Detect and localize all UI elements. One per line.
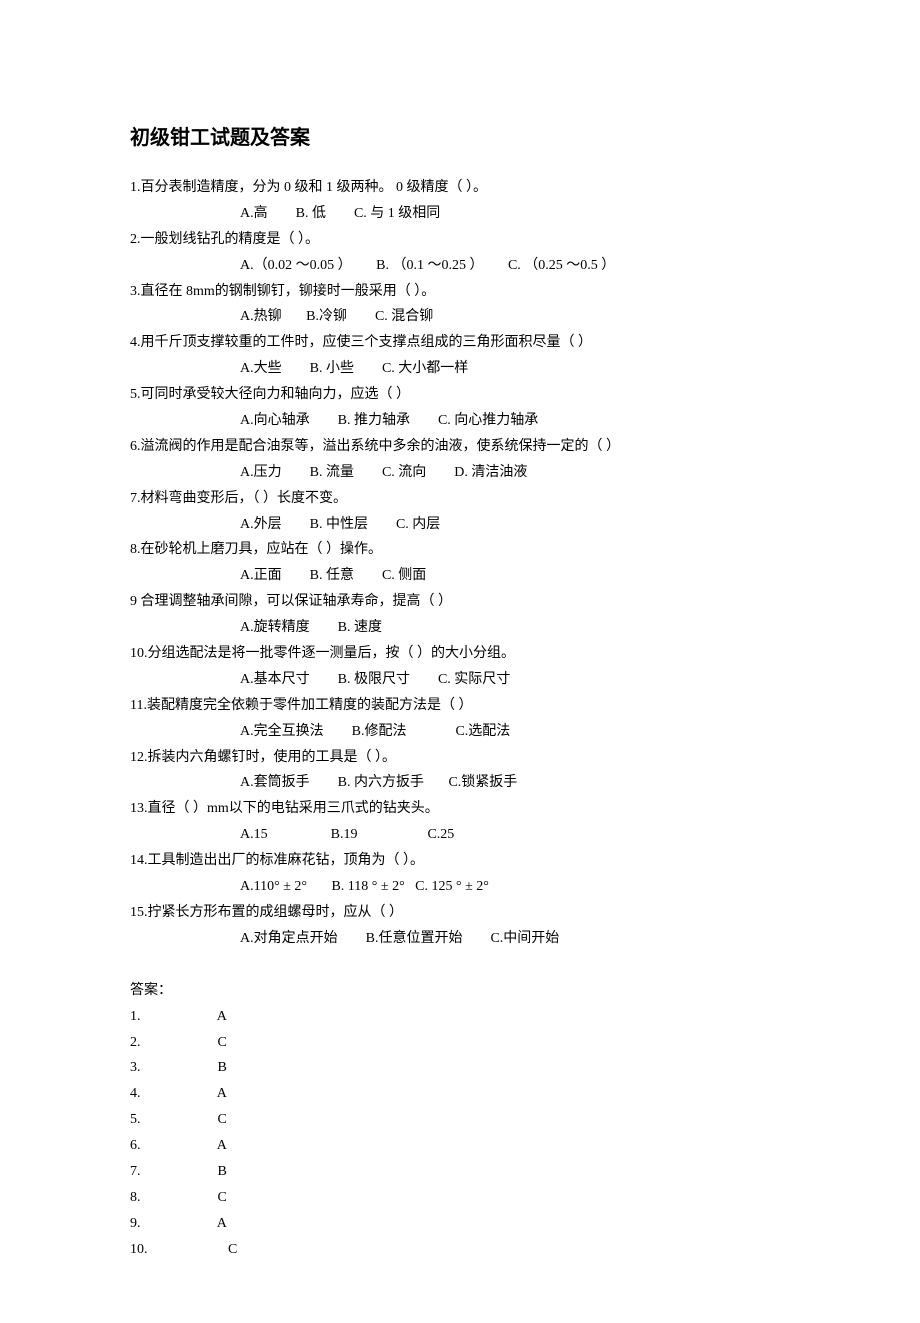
question-item: 12.拆装内六角螺钉时，使用的工具是（ ）。 A.套筒扳手 B. 内六方扳手 C… [130,745,790,797]
question-text: 15.拧紧长方形布置的成组螺母时，应从（ ） [130,900,790,926]
question-item: 5.可同时承受较大径向力和轴向力，应选（ ） A.向心轴承 B. 推力轴承 C.… [130,382,790,434]
answer-letter: A [217,1009,227,1024]
answer-row: 9. A [130,1211,790,1237]
question-options: A.110° ± 2° B. 118 ° ± 2° C. 125 ° ± 2° [130,879,489,894]
question-options: A.套筒扳手 B. 内六方扳手 C.锁紧扳手 [130,775,517,790]
page-title: 初级钳工试题及答案 [130,120,790,157]
answer-row: 10. C [130,1237,790,1263]
question-text: 13.直径（ ）mm以下的电钻采用三爪式的钻夹头。 [130,796,790,822]
question-options: A.外层 B. 中性层 C. 内层 [130,517,440,532]
question-text: 12.拆装内六角螺钉时，使用的工具是（ ）。 [130,745,790,771]
question-options: A.压力 B. 流量 C. 流向 D. 清洁油液 [130,465,527,480]
question-text: 10.分组选配法是将一批零件逐一测量后，按（ ）的大小分组。 [130,641,790,667]
question-options: A.向心轴承 B. 推力轴承 C. 向心推力轴承 [130,413,538,428]
answer-letter: C [218,1112,227,1127]
questions-container: 1.百分表制造精度，分为 0 级和 1 级两种。 0 级精度（ ）。 A.高 B… [130,175,790,952]
question-item: 14.工具制造出出厂的标准麻花钻，顶角为（ ）。 A.110° ± 2° B. … [130,848,790,900]
question-text: 6.溢流阀的作用是配合油泵等，溢出系统中多余的油液，使系统保持一定的（ ） [130,434,790,460]
answers-container: 1. A 2. C 3. B 4. A 5. C 6. A 7. B 8. [130,1004,790,1263]
answer-num: 9. [130,1216,141,1231]
question-item: 4.用千斤顶支撑较重的工件时，应使三个支撑点组成的三角形面积尽量（ ） A.大些… [130,330,790,382]
answer-num: 6. [130,1138,141,1153]
question-item: 1.百分表制造精度，分为 0 级和 1 级两种。 0 级精度（ ）。 A.高 B… [130,175,790,227]
answer-letter: A [217,1086,227,1101]
answer-row: 3. B [130,1055,790,1081]
answer-num: 10. [130,1242,148,1257]
answer-num: 5. [130,1112,141,1127]
question-text: 1.百分表制造精度，分为 0 级和 1 级两种。 0 级精度（ ）。 [130,175,790,201]
question-item: 3.直径在 8mm的钢制铆钉，铆接时一般采用（ ）。 A.热铆 B.冷铆 C. … [130,279,790,331]
question-options: A.正面 B. 任意 C. 侧面 [130,568,426,583]
question-item: 7.材料弯曲变形后，（ ）长度不变。 A.外层 B. 中性层 C. 内层 [130,486,790,538]
question-options: A.15 B.19 C.25 [130,827,454,842]
question-text: 7.材料弯曲变形后，（ ）长度不变。 [130,486,790,512]
question-text: 8.在砂轮机上磨刀具，应站在（ ）操作。 [130,537,790,563]
question-options: A.热铆 B.冷铆 C. 混合铆 [130,309,433,324]
question-item: 13.直径（ ）mm以下的电钻采用三爪式的钻夹头。 A.15 B.19 C.25 [130,796,790,848]
question-item: 9 合理调整轴承间隙，可以保证轴承寿命，提高（ ） A.旋转精度 B. 速度 [130,589,790,641]
question-text: 4.用千斤顶支撑较重的工件时，应使三个支撑点组成的三角形面积尽量（ ） [130,330,790,356]
question-item: 10.分组选配法是将一批零件逐一测量后，按（ ）的大小分组。 A.基本尺寸 B.… [130,641,790,693]
question-options: A.大些 B. 小些 C. 大小都一样 [130,361,468,376]
question-item: 8.在砂轮机上磨刀具，应站在（ ）操作。 A.正面 B. 任意 C. 侧面 [130,537,790,589]
question-text: 2.一般划线钻孔的精度是（ ）。 [130,227,790,253]
question-options: A.高 B. 低 C. 与 1 级相同 [130,206,440,221]
answer-letter: C [228,1242,237,1257]
answer-letter: C [218,1035,227,1050]
question-text: 3.直径在 8mm的钢制铆钉，铆接时一般采用（ ）。 [130,279,790,305]
question-item: 6.溢流阀的作用是配合油泵等，溢出系统中多余的油液，使系统保持一定的（ ） A.… [130,434,790,486]
answer-letter: A [217,1216,227,1231]
question-text: 11.装配精度完全依赖于零件加工精度的装配方法是（ ） [130,693,790,719]
answer-num: 2. [130,1035,141,1050]
question-options: A.基本尺寸 B. 极限尺寸 C. 实际尺寸 [130,672,510,687]
answer-row: 6. A [130,1133,790,1159]
question-text: 14.工具制造出出厂的标准麻花钻，顶角为（ ）。 [130,848,790,874]
question-text: 9 合理调整轴承间隙，可以保证轴承寿命，提高（ ） [130,589,790,615]
question-item: 15.拧紧长方形布置的成组螺母时，应从（ ） A.对角定点开始 B.任意位置开始… [130,900,790,952]
answer-row: 1. A [130,1004,790,1030]
question-item: 2.一般划线钻孔的精度是（ ）。 A.（0.02 ～0.05 ） B. （0.1… [130,227,790,279]
answer-num: 4. [130,1086,141,1101]
answer-num: 7. [130,1164,141,1179]
question-text: 5.可同时承受较大径向力和轴向力，应选（ ） [130,382,790,408]
question-options: A.对角定点开始 B.任意位置开始 C.中间开始 [130,931,559,946]
question-options: A.（0.02 ～0.05 ） B. （0.1 ～0.25 ） C. （0.25… [130,258,615,273]
answer-letter: C [218,1190,227,1205]
answer-row: 2. C [130,1030,790,1056]
answer-row: 7. B [130,1159,790,1185]
answer-letter: B [218,1060,227,1075]
answer-num: 8. [130,1190,141,1205]
answer-header: 答案： [130,978,790,1004]
answer-row: 4. A [130,1081,790,1107]
answer-row: 8. C [130,1185,790,1211]
answer-row: 5. C [130,1107,790,1133]
answer-letter: A [217,1138,227,1153]
question-options: A.完全互换法 B.修配法 C.选配法 [130,724,510,739]
answer-num: 3. [130,1060,141,1075]
question-item: 11.装配精度完全依赖于零件加工精度的装配方法是（ ） A.完全互换法 B.修配… [130,693,790,745]
answer-num: 1. [130,1009,141,1024]
answer-letter: B [218,1164,227,1179]
question-options: A.旋转精度 B. 速度 [130,620,382,635]
